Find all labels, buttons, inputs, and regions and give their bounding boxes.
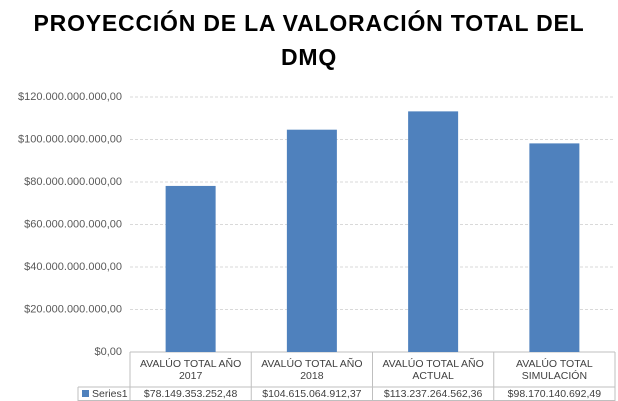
bar xyxy=(529,143,580,352)
legend-label: Series1 xyxy=(92,388,128,400)
y-tick-label: $80.000.000.000,00 xyxy=(24,176,122,188)
y-tick-label: $20.000.000.000,00 xyxy=(24,303,122,315)
x-tick-label: AVALÚO TOTAL AÑO 2017 xyxy=(139,357,242,382)
chart-title: PROYECCIÓN DE LA VALORACIÓN TOTAL DEL DM… xyxy=(33,10,585,70)
x-tick-label: AVALÚO TOTAL SIMULACIÓN xyxy=(516,357,593,382)
y-tick-label: $60.000.000.000,00 xyxy=(24,218,122,230)
bar xyxy=(165,185,216,352)
x-tick-label: AVALÚO TOTAL AÑO 2018 xyxy=(261,357,363,382)
bar xyxy=(408,111,459,352)
legend-swatch xyxy=(82,390,89,397)
x-tick-label: AVALÚO TOTAL AÑO ACTUAL xyxy=(382,357,484,382)
y-tick-label: $120.000.000.000,00 xyxy=(18,91,122,103)
data-table-value: $104.615.064.912,37 xyxy=(262,388,362,400)
data-table-value: $78.149.353.252,48 xyxy=(143,388,238,400)
data-table-value: $98.170.140.692,49 xyxy=(507,388,602,400)
y-tick-label: $40.000.000.000,00 xyxy=(24,261,122,273)
y-tick-label: $0,00 xyxy=(94,346,122,358)
bar xyxy=(286,129,337,352)
y-tick-label: $100.000.000.000,00 xyxy=(18,133,122,145)
data-table-value: $113.237.264.562,36 xyxy=(383,388,483,400)
